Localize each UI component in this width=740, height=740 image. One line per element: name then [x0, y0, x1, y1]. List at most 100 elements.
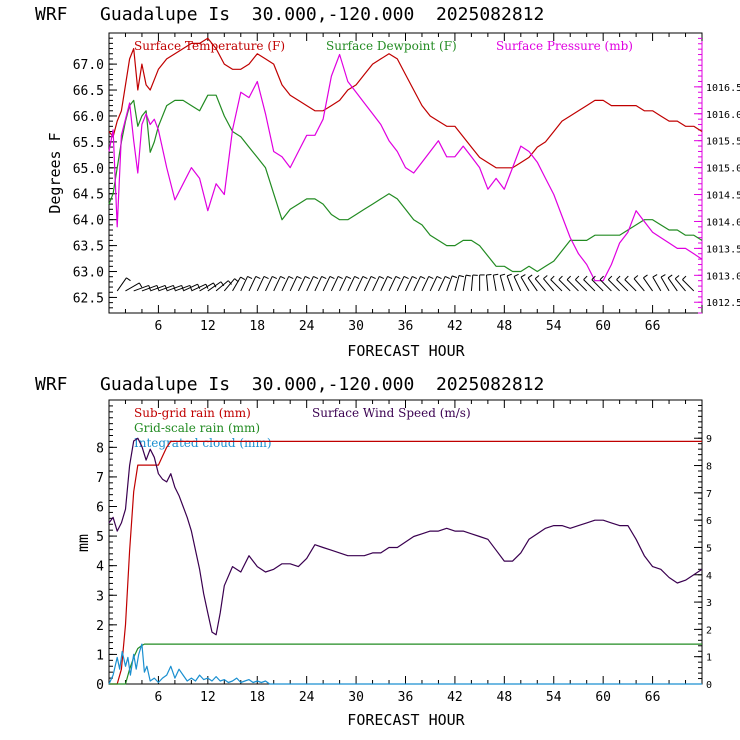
x-tick-label: 12	[200, 690, 216, 705]
wind-barb	[674, 275, 686, 292]
wind-barb	[182, 283, 201, 292]
y2-tick-label: 1014.0	[706, 217, 740, 228]
wind-barb	[682, 275, 695, 292]
legend-subgrid-rain: Sub-grid rain (mm)	[134, 406, 251, 420]
y2-tick-label: 4	[706, 571, 712, 582]
y-tick-label: 2	[96, 619, 104, 634]
y-tick-label: 63.5	[73, 240, 104, 255]
wind-barb	[499, 273, 506, 292]
x-tick-label: 18	[249, 319, 265, 334]
x-tick-label: 30	[348, 690, 364, 705]
top-y-axis-label: Degrees F	[46, 132, 64, 213]
y2-tick-label: 5	[706, 543, 712, 554]
wind-barb	[506, 273, 514, 292]
series-line-surface-pressure-mb	[108, 53, 703, 282]
legend-integrated-cloud: Integrated cloud (mm)	[134, 436, 272, 450]
wind-barb	[322, 275, 335, 292]
y-tick-label: 1	[96, 648, 104, 663]
wind-barbs	[116, 273, 695, 292]
wind-barb	[306, 275, 319, 292]
y-tick-label: 66.0	[73, 110, 104, 125]
series-line-surface-temperature-f	[108, 37, 703, 169]
top-x-axis-label: FORECAST HOUR	[347, 342, 465, 360]
x-tick-label: 60	[595, 319, 611, 334]
wind-barb	[616, 275, 629, 292]
y-tick-label: 64.0	[73, 214, 104, 229]
legend-surface-dewpoint: Surface Dewpoint (F)	[326, 39, 457, 53]
wind-barb	[240, 275, 253, 292]
wind-barb	[372, 275, 385, 292]
wind-barb	[558, 275, 571, 292]
y-tick-label: 65.0	[73, 162, 104, 177]
wind-barb	[485, 274, 492, 291]
y-tick-label: 64.5	[73, 188, 104, 203]
x-tick-label: 66	[645, 690, 661, 705]
wind-barb	[133, 284, 151, 292]
legend-surface-pressure: Surface Pressure (mb)	[496, 39, 633, 53]
x-tick-label: 30	[348, 319, 364, 334]
wind-barb	[446, 275, 458, 292]
bottom-legend: Sub-grid rain (mm) Grid-scale rain (mm) …	[134, 406, 471, 450]
legend-gridscale-rain: Grid-scale rain (mm)	[134, 421, 260, 435]
series-line-surface-dewpoint-f	[108, 94, 703, 273]
wind-barb	[314, 275, 327, 292]
wind-barb	[624, 275, 637, 292]
x-tick-label: 60	[595, 690, 611, 705]
x-tick-label: 36	[398, 690, 414, 705]
y2-tick-label: 3	[706, 598, 712, 609]
wind-barb	[520, 274, 530, 292]
y2-tick-label: 1013.0	[706, 271, 740, 282]
wind-barb	[513, 273, 522, 292]
wind-barb	[642, 274, 653, 292]
y-tick-label: 67.0	[73, 58, 104, 73]
wind-barb	[330, 275, 343, 292]
wind-barb	[355, 275, 368, 292]
bottom-series	[108, 437, 703, 685]
y-tick-label: 65.5	[73, 136, 104, 151]
bottom-chart-title: WRF Guadalupe Is 30.000,-120.000 2025082…	[35, 374, 544, 395]
y2-tick-label: 6	[706, 516, 712, 527]
top-chart-title: WRF Guadalupe Is 30.000,-120.000 2025082…	[35, 4, 544, 25]
y2-tick-label: 1015.5	[706, 137, 740, 148]
wind-barb	[297, 275, 310, 292]
wind-barb	[125, 282, 143, 292]
y-tick-label: 6	[96, 501, 104, 516]
wind-barb	[232, 276, 246, 292]
y2-tick-label: 1016.5	[706, 83, 740, 94]
wind-barb	[116, 277, 131, 292]
wind-barb	[421, 275, 434, 292]
x-tick-label: 54	[546, 690, 562, 705]
wind-barb	[667, 274, 678, 292]
x-tick-label: 48	[497, 690, 513, 705]
wind-barb	[633, 275, 645, 292]
wind-barb	[492, 273, 499, 292]
wind-barb	[575, 275, 588, 292]
wind-barb	[566, 275, 579, 292]
series-line-grid-scale-rain-mm	[109, 643, 702, 685]
top-axes: 6 12 18 24 30 36 42 48 54 60 66 62.5 63.0 63.5 64.0 64.…	[73, 32, 740, 334]
y-tick-label: 4	[96, 560, 104, 575]
wind-barb	[363, 275, 376, 292]
x-tick-label: 36	[398, 319, 414, 334]
wind-barb	[543, 275, 555, 292]
y2-tick-label: 0	[706, 680, 712, 691]
wind-barb	[462, 274, 471, 292]
y2-tick-label: 1015.0	[706, 164, 740, 175]
y2-tick-label: 8	[706, 462, 712, 473]
wind-barb	[479, 274, 485, 291]
wind-barb	[534, 275, 546, 292]
wind-barb	[599, 275, 612, 292]
wind-barb	[265, 275, 277, 292]
y-tick-label: 3	[96, 589, 104, 604]
wind-barb	[289, 275, 302, 292]
x-tick-label: 42	[447, 319, 463, 334]
bottom-x-axis-label: FORECAST HOUR	[347, 711, 465, 729]
wind-barb	[470, 274, 478, 291]
wind-barb	[281, 275, 294, 292]
y-tick-label: 63.0	[73, 266, 104, 281]
series-line-surface-wind-speed-m-s	[108, 437, 703, 636]
legend-surface-wind-speed: Surface Wind Speed (m/s)	[312, 406, 471, 420]
y2-tick-label: 2	[706, 625, 712, 636]
legend-surface-temperature: Surface Temperature (F)	[134, 39, 285, 53]
wind-barb	[256, 275, 269, 292]
